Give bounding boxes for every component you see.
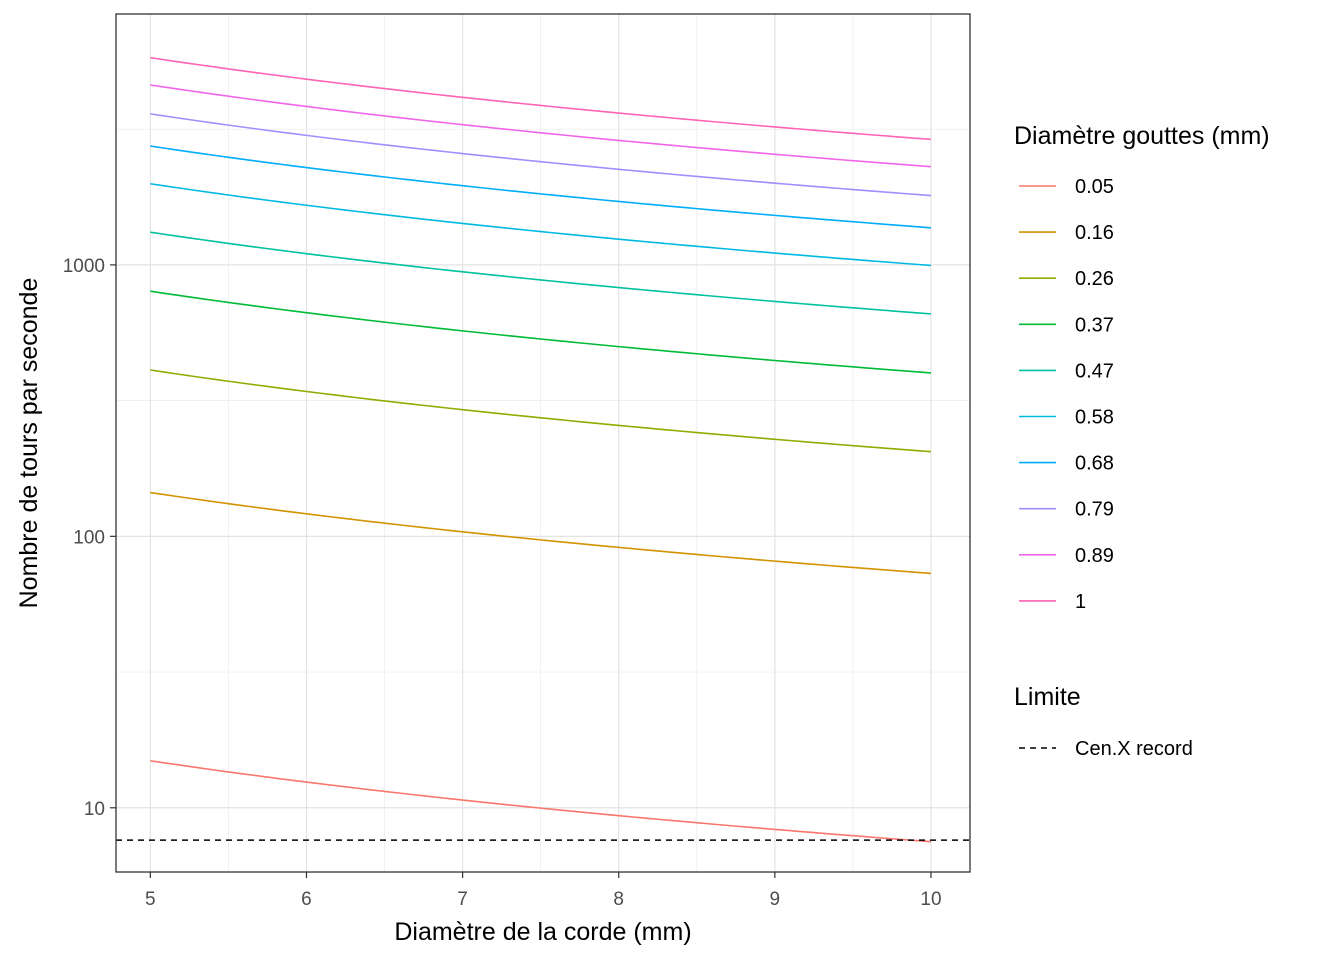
x-axis-title: Diamètre de la corde (mm): [394, 918, 691, 946]
x-tick-label: 5: [145, 889, 156, 910]
series-line-5: [150, 182, 932, 267]
legend-label: 0.79: [1075, 499, 1114, 521]
legend: Diamètre gouttes (mm) 0.05 0.16 0.26 0.37 0.4…: [1014, 122, 1270, 760]
legend-label: 0.05: [1075, 176, 1114, 198]
y-tick-label: 10: [84, 799, 105, 820]
legend-label: 0.58: [1075, 407, 1114, 429]
x-tick-label: 9: [770, 889, 781, 910]
x-tick-label: 6: [301, 889, 312, 910]
series-line-2: [150, 369, 932, 453]
y-axis-title: Nombre de tours par seconde: [15, 278, 43, 609]
legend-label: 0.16: [1075, 222, 1114, 244]
x-tick-label: 8: [613, 889, 624, 910]
legend-label: 0.89: [1075, 545, 1114, 567]
legend-label: 0.26: [1075, 268, 1114, 290]
series-line-4: [150, 231, 932, 315]
legend-label: 0.37: [1075, 314, 1114, 336]
series-line-9: [150, 56, 932, 141]
legend-title-drops: Diamètre gouttes (mm): [1014, 122, 1270, 150]
series-line-3: [150, 290, 932, 374]
legend-title-limit: Limite: [1014, 683, 1081, 711]
series-line-8: [150, 84, 932, 168]
y-tick-label: 1000: [63, 256, 105, 277]
x-tick-label: 7: [457, 889, 468, 910]
grid: [116, 14, 970, 872]
legend-label: Cen.X record: [1075, 738, 1193, 760]
axes: 5 6 7 8 9 10 10 100 1000: [63, 256, 942, 910]
y-tick-label: 100: [73, 527, 105, 548]
legend-label: 0.68: [1075, 453, 1114, 475]
plot-panel-border: [115, 13, 971, 873]
legend-label: 0.47: [1075, 360, 1114, 382]
legend-label: 1: [1075, 591, 1086, 613]
series-lines: [150, 56, 932, 843]
series-line-6: [150, 145, 932, 229]
series-line-7: [150, 113, 932, 197]
series-line-1: [150, 491, 932, 575]
series-line-0: [150, 759, 932, 843]
x-tick-label: 10: [920, 889, 941, 910]
